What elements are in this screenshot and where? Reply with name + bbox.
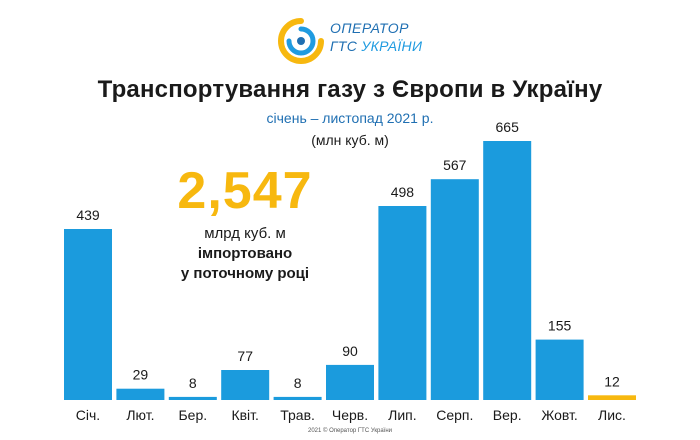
- bar-value-label-10: 155: [548, 318, 572, 334]
- x-tick-label-9: Вер.: [493, 407, 522, 423]
- chart-unit: (млн куб. м): [311, 132, 389, 148]
- bar-value-label-4: 77: [237, 348, 253, 364]
- total-caption-line2: у поточному році: [180, 265, 310, 282]
- logo-line2a: ГТС: [330, 38, 362, 54]
- chart-subtitle: січень – листопад 2021 р.: [266, 110, 434, 126]
- bar-5: [273, 396, 322, 400]
- total-caption-line1: імпортовано: [197, 245, 293, 262]
- x-tick-label-3: Бер.: [178, 407, 207, 423]
- logo-emblem-icon: [278, 18, 324, 64]
- total-unit: млрд куб. м: [204, 225, 286, 242]
- logo-line1: ОПЕРАТОР: [330, 20, 410, 36]
- bar-value-label-5: 8: [294, 375, 302, 391]
- chart-title: Транспортування газу з Європи в Україну: [97, 76, 603, 103]
- logo: ОПЕРАТОР ГТС УКРАЇНИ: [278, 18, 428, 64]
- bar-8: [430, 179, 479, 400]
- bar-11: [588, 395, 636, 400]
- bar-9: [483, 141, 532, 400]
- x-tick-label-10: Жовт.: [541, 407, 577, 423]
- logo-line2b: УКРАЇНИ: [361, 38, 423, 54]
- x-tick-label-6: Черв.: [332, 407, 368, 423]
- bar-value-label-11: 12: [604, 373, 620, 389]
- x-tick-label-4: Квіт.: [231, 407, 258, 423]
- bar-value-label-1: 439: [76, 207, 100, 223]
- bar-3: [168, 396, 217, 400]
- bar-7: [378, 206, 427, 400]
- logo-line2: ГТС УКРАЇНИ: [330, 38, 422, 54]
- total-callout: 2,547 млрд куб. м імпортовано у поточном…: [150, 160, 340, 284]
- footer-copyright: 2021 © Оператор ГТС України: [307, 428, 392, 434]
- bar-2: [116, 388, 165, 400]
- bar-10: [535, 339, 584, 400]
- x-tick-label-5: Трав.: [280, 407, 315, 423]
- bar-value-label-7: 498: [391, 184, 415, 200]
- bar-value-label-2: 29: [133, 367, 149, 383]
- bar-value-label-8: 567: [443, 157, 467, 173]
- bar-6: [326, 364, 374, 400]
- x-tick-label-1: Січ.: [76, 407, 100, 423]
- x-tick-label-8: Серп.: [436, 407, 473, 423]
- bar-value-label-6: 90: [342, 343, 358, 359]
- x-tick-label-11: Лис.: [598, 407, 626, 423]
- bar-value-label-3: 8: [189, 375, 197, 391]
- bar-value-label-9: 665: [496, 119, 520, 135]
- x-tick-label-2: Лют.: [126, 407, 154, 423]
- bar-1: [64, 229, 112, 400]
- x-tick-label-7: Лип.: [388, 407, 416, 423]
- bar-4: [221, 370, 270, 400]
- total-value: 2,547: [177, 162, 313, 220]
